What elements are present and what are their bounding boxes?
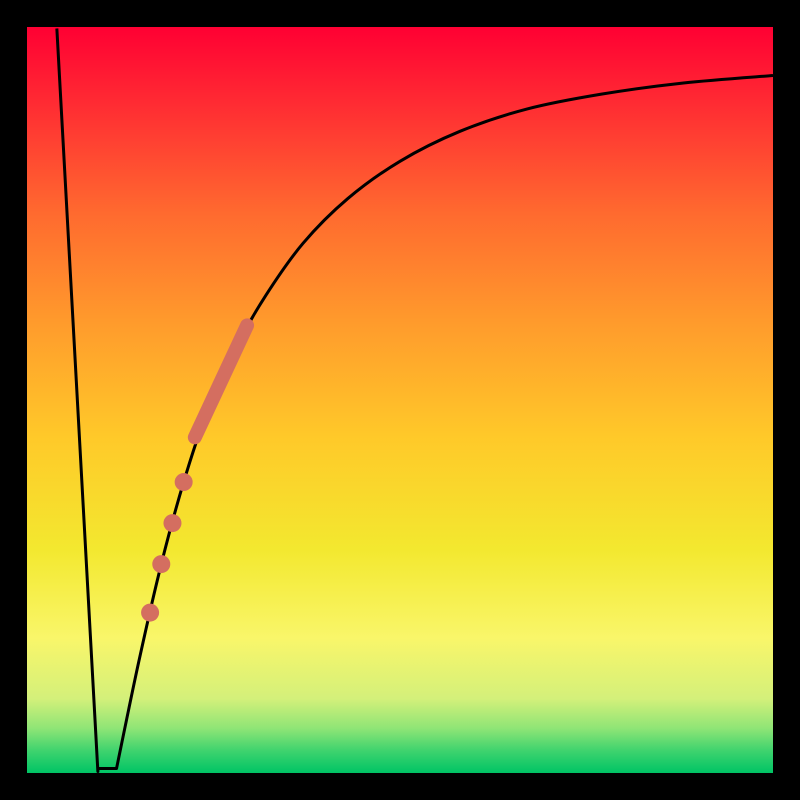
highlight-dot-3 [141,604,159,622]
plot-area [27,27,773,773]
chart-frame: TheBottleneck.com [0,0,800,800]
highlight-dot-1 [163,514,181,532]
highlight-dot-0 [175,473,193,491]
highlight-dot-2 [152,555,170,573]
chart-svg [27,27,773,773]
